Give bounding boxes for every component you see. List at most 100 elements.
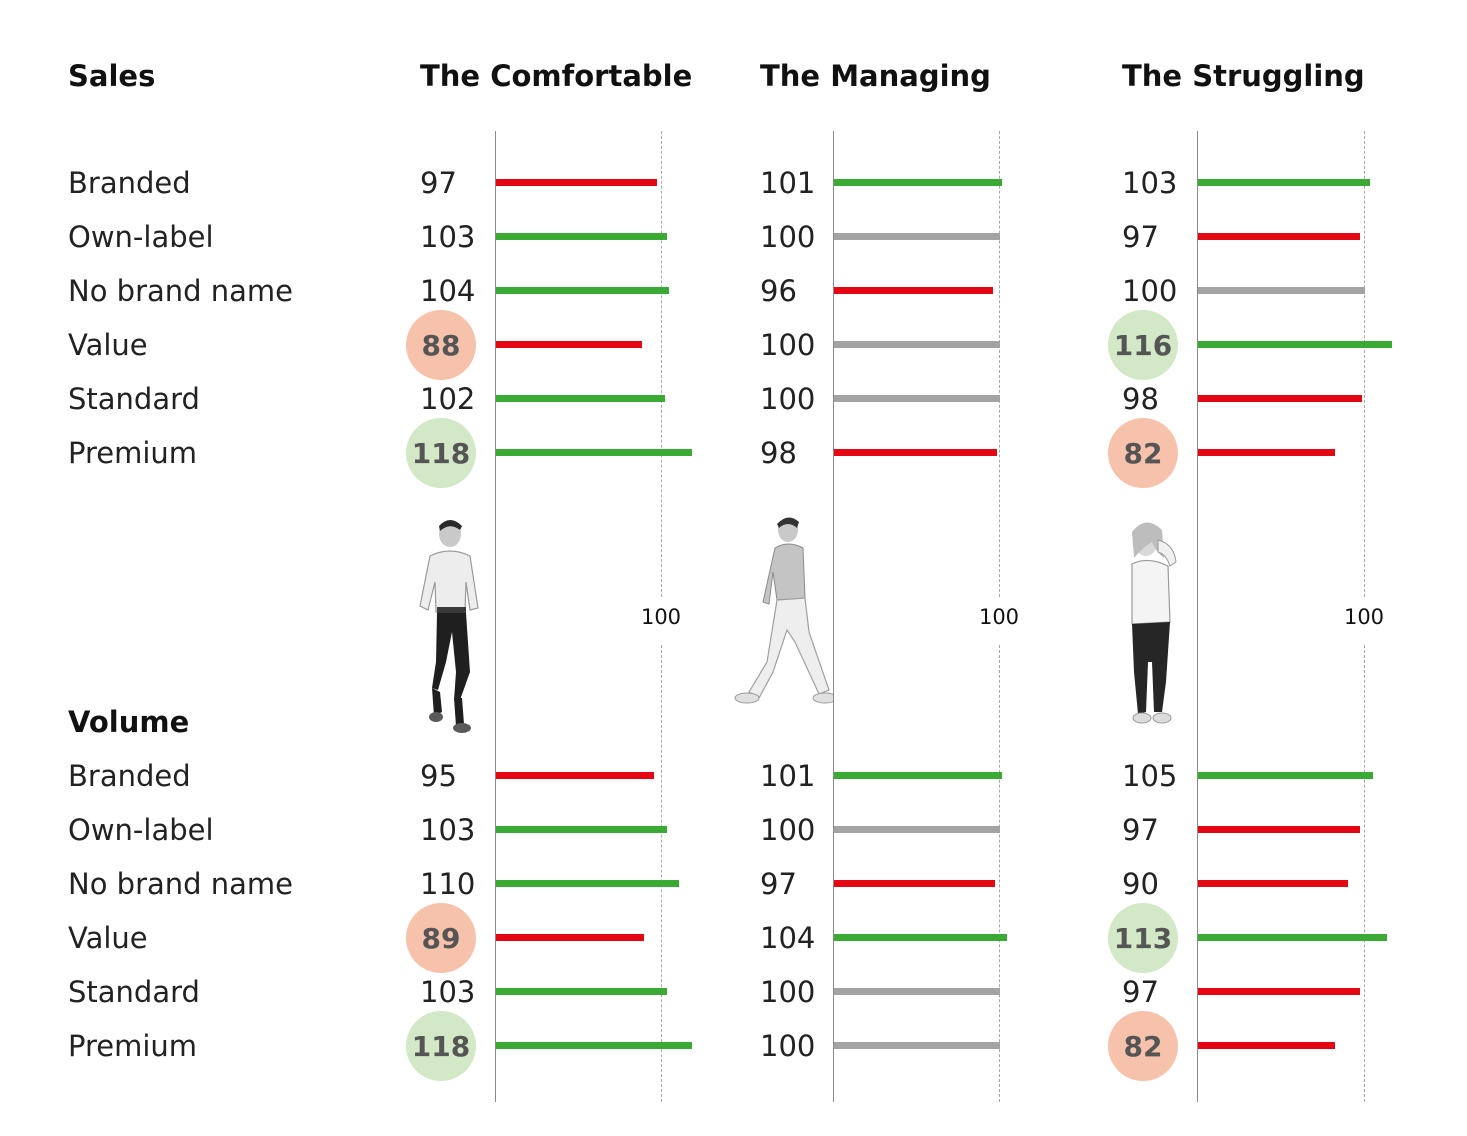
bar <box>496 1042 692 1049</box>
data-label: 100 <box>760 220 816 254</box>
reference-line <box>661 131 662 597</box>
bar <box>1198 988 1360 995</box>
data-label: 96 <box>760 274 797 308</box>
data-label: 103 <box>1122 166 1178 200</box>
bar <box>1198 880 1349 887</box>
highlight-circle: 82 <box>1108 418 1178 488</box>
data-label: 103 <box>420 220 476 254</box>
data-label: 100 <box>760 382 816 416</box>
data-label: 104 <box>760 921 816 955</box>
data-label: 100 <box>1122 274 1178 308</box>
data-label: 97 <box>420 166 457 200</box>
reference-line <box>1364 131 1365 597</box>
bar <box>834 934 1007 941</box>
reference-line <box>1364 645 1365 1102</box>
axis-line <box>1197 131 1198 1102</box>
highlight-circle: 118 <box>406 1011 476 1081</box>
bar <box>1198 179 1370 186</box>
bar <box>834 880 995 887</box>
bar <box>496 179 657 186</box>
category-label: Premium <box>68 436 198 470</box>
bar <box>496 449 692 456</box>
reference-line <box>661 645 662 1102</box>
data-label: 98 <box>760 436 797 470</box>
bar <box>1198 395 1362 402</box>
person-struggling-picture <box>1131 522 1177 724</box>
category-label: Own-label <box>68 220 214 254</box>
bar <box>1198 826 1360 833</box>
bar <box>496 826 667 833</box>
bar <box>1198 449 1335 456</box>
data-label: 100 <box>760 975 816 1009</box>
bar <box>1198 1042 1335 1049</box>
bar <box>1198 772 1374 779</box>
axis-line <box>495 131 496 1102</box>
highlight-circle: 116 <box>1108 310 1178 380</box>
bar <box>496 395 666 402</box>
group-title: The Managing <box>760 59 991 93</box>
person-comfortable-picture <box>419 520 479 733</box>
bar <box>496 233 667 240</box>
section-title: Volume <box>68 705 190 739</box>
data-label: 104 <box>420 274 476 308</box>
category-label: Own-label <box>68 813 214 847</box>
data-label: 97 <box>1122 813 1159 847</box>
data-label: 100 <box>760 813 816 847</box>
data-label: 102 <box>420 382 476 416</box>
data-label: 98 <box>1122 382 1159 416</box>
highlight-circle: 113 <box>1108 903 1178 973</box>
bar <box>1198 287 1365 294</box>
data-label: 105 <box>1122 759 1178 793</box>
data-label: 97 <box>1122 975 1159 1009</box>
reference-line <box>999 645 1000 1102</box>
data-label: 103 <box>420 975 476 1009</box>
category-label: No brand name <box>68 274 294 308</box>
reference-line <box>999 131 1000 597</box>
reference-label: 100 <box>978 605 1020 629</box>
bar <box>834 395 1000 402</box>
category-label: Value <box>68 328 148 362</box>
bar <box>834 287 994 294</box>
bar <box>834 1042 1000 1049</box>
category-label: Premium <box>68 1029 198 1063</box>
data-label: 100 <box>760 1029 816 1063</box>
category-label: No brand name <box>68 867 294 901</box>
bar <box>834 233 1000 240</box>
bar <box>834 772 1002 779</box>
category-label: Branded <box>68 759 191 793</box>
bar <box>496 287 669 294</box>
data-label: 90 <box>1122 867 1159 901</box>
section-title: Sales <box>68 59 156 93</box>
bar <box>496 341 643 348</box>
category-label: Branded <box>68 166 191 200</box>
data-label: 97 <box>1122 220 1159 254</box>
bar <box>496 988 667 995</box>
bar <box>834 449 997 456</box>
group-title: The Comfortable <box>420 59 693 93</box>
bar <box>834 826 1000 833</box>
highlight-circle: 118 <box>406 418 476 488</box>
person-managing-picture <box>734 517 833 704</box>
group-title: The Struggling <box>1122 59 1365 93</box>
bar <box>1198 341 1392 348</box>
category-label: Standard <box>68 382 200 416</box>
bar <box>834 341 1000 348</box>
data-label: 97 <box>760 867 797 901</box>
data-label: 101 <box>760 166 816 200</box>
bar <box>834 179 1002 186</box>
bar <box>834 988 1000 995</box>
reference-label: 100 <box>640 605 682 629</box>
category-label: Value <box>68 921 148 955</box>
bar <box>496 880 679 887</box>
highlight-circle: 89 <box>406 903 476 973</box>
bar <box>1198 934 1387 941</box>
data-label: 100 <box>760 328 816 362</box>
data-label: 95 <box>420 759 457 793</box>
bar <box>1198 233 1360 240</box>
category-label: Standard <box>68 975 200 1009</box>
reference-label: 100 <box>1343 605 1385 629</box>
data-label: 101 <box>760 759 816 793</box>
bar <box>496 772 654 779</box>
highlight-circle: 88 <box>406 310 476 380</box>
